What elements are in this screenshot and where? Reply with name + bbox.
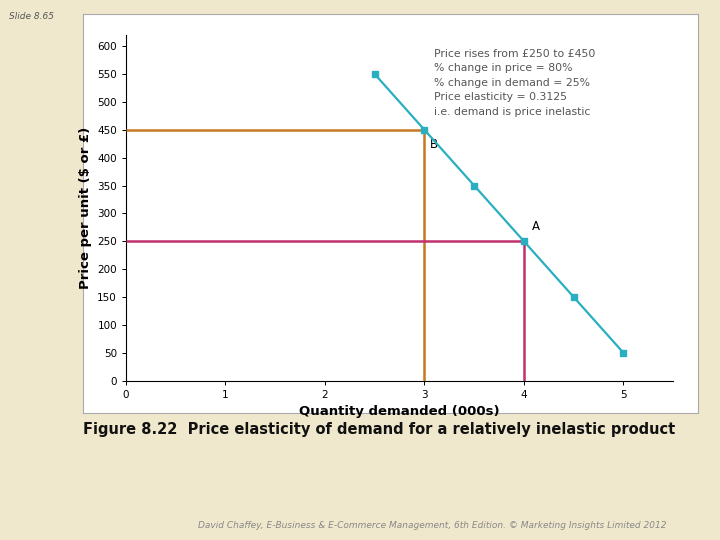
Text: David Chaffey, E-Business & E-Commerce Management, 6th Edition. © Marketing Insi: David Chaffey, E-Business & E-Commerce M… [198, 521, 666, 530]
Y-axis label: Price per unit ($ or £): Price per unit ($ or £) [78, 127, 91, 289]
Text: B: B [429, 138, 438, 151]
X-axis label: Quantity demanded (000s): Quantity demanded (000s) [300, 406, 500, 419]
Text: Slide 8.65: Slide 8.65 [9, 12, 53, 22]
Text: A: A [532, 220, 540, 233]
Text: Price rises from £250 to £450
% change in price = 80%
% change in demand = 25%
P: Price rises from £250 to £450 % change i… [434, 49, 595, 117]
Text: Figure 8.22  Price elasticity of demand for a relatively inelastic product: Figure 8.22 Price elasticity of demand f… [83, 422, 675, 437]
